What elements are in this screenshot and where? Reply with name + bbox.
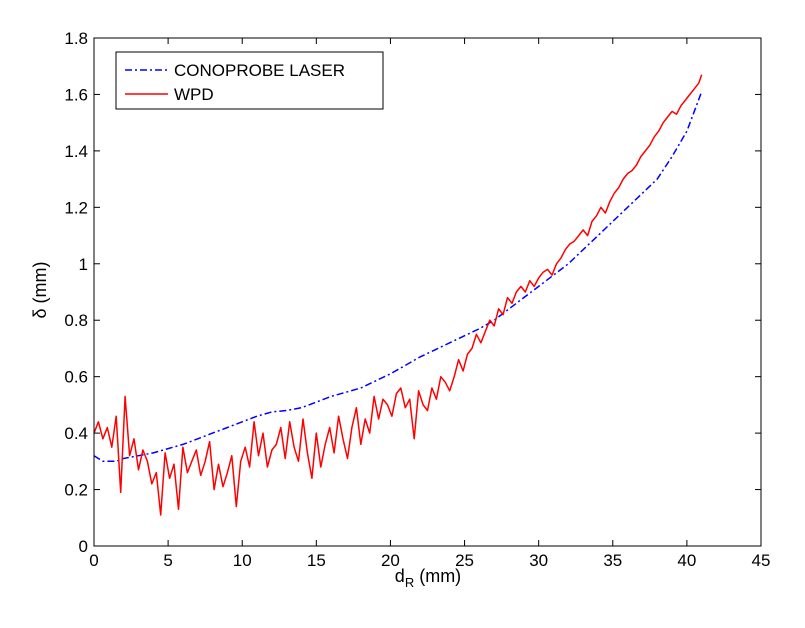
y-tick-label-1: 0.2 [64,481,88,500]
x-tick-label-1: 5 [163,551,172,570]
y-tick-label-2: 0.4 [64,424,88,443]
y-tick-label-8: 1.6 [64,85,88,104]
legend-label-wpd: WPD [174,85,214,104]
x-tick-label-8: 40 [677,551,696,570]
y-tick-label-4: 0.8 [64,311,88,330]
x-tick-label-4: 20 [381,551,400,570]
x-tick-label-5: 25 [455,551,474,570]
y-tick-label-0: 0 [79,537,88,556]
x-axis-title-main: d [395,566,405,586]
series-line-0 [93,91,703,463]
legend-label-conoprobe: CONOPROBE LASER [174,61,345,80]
y-tick-label-3: 0.6 [64,368,88,387]
legend-box [115,51,384,110]
y-tick-label-6: 1.2 [64,198,88,217]
legend: CONOPROBE LASER WPD [115,51,384,110]
x-axis-title-sub: R [405,575,414,590]
x-tick-label-2: 10 [233,551,252,570]
series-layer [93,74,703,516]
y-tick-label-9: 1.8 [64,29,88,48]
x-tick-label-9: 45 [752,551,771,570]
x-tick-label-6: 30 [529,551,548,570]
x-axis-title: dR (mm) [395,566,461,590]
y-tick-label-7: 1.4 [64,142,88,161]
x-tick-label-3: 15 [307,551,326,570]
y-tick-label-5: 1 [79,255,88,274]
x-axis-title-unit: (mm) [414,566,461,586]
plot-frame [93,37,762,547]
y-axis-title: δ (mm) [30,262,50,319]
plot-area [94,38,761,546]
x-tick-label-0: 0 [89,551,98,570]
series-line-1 [93,74,703,516]
ticks-layer: 0 5 10 15 20 25 30 35 40 45 0 0.2 0.4 0.6 0.8 1 1.2 1.4 1.… [64,29,770,570]
x-tick-label-7: 35 [603,551,622,570]
